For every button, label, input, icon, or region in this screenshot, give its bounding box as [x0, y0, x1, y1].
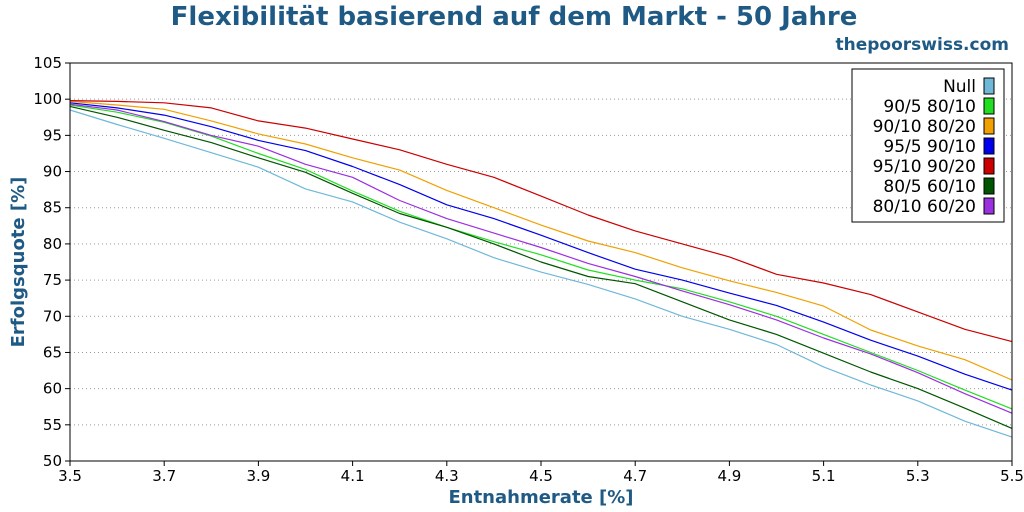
- series-line-6: [69, 105, 1013, 429]
- legend-label: 80/10 60/20: [873, 197, 976, 217]
- y-tick-label: 105: [33, 54, 62, 72]
- legend-label: 90/10 80/20: [873, 117, 976, 137]
- legend-swatch: [983, 157, 995, 175]
- series-line-5: [69, 100, 1013, 343]
- x-tick-label: 3.9: [246, 467, 270, 485]
- legend-label: 90/5 80/10: [883, 97, 976, 117]
- legend-swatch: [983, 117, 995, 135]
- y-tick-label: 95: [43, 126, 62, 144]
- y-axis-label: Erfolgsquote [%]: [8, 177, 29, 348]
- x-axis-label: Entnahmerate [%]: [448, 487, 633, 508]
- series-line-7: [69, 103, 1013, 414]
- x-tick-label: 4.5: [529, 467, 553, 485]
- y-axis: 50 55 60 65 70 75 80 85 90 95 100 105: [33, 54, 70, 470]
- series-line-2: [69, 104, 1013, 410]
- x-tick-label: 5.3: [906, 467, 930, 485]
- x-tick-label: 5.5: [1000, 467, 1024, 485]
- y-tick-label: 55: [43, 416, 62, 434]
- chart-source: thepoorswiss.com: [836, 35, 1010, 55]
- legend-swatch: [983, 137, 995, 155]
- x-tick-label: 4.3: [435, 467, 459, 485]
- legend-swatch: [983, 177, 995, 195]
- y-tick-label: 100: [33, 90, 62, 108]
- x-tick-label: 3.5: [58, 467, 82, 485]
- series-line-3: [69, 100, 1013, 381]
- series-line-4: [69, 102, 1013, 391]
- legend-swatch: [983, 97, 995, 115]
- x-tick-label: 5.1: [812, 467, 836, 485]
- plot-series: [69, 100, 1013, 438]
- y-tick-label: 70: [43, 307, 62, 325]
- legend-label: 95/5 90/10: [883, 137, 976, 157]
- y-tick-label: 75: [43, 271, 62, 289]
- legend-box: [851, 68, 1005, 223]
- legend-label: Null: [943, 77, 976, 97]
- x-tick-label: 4.1: [341, 467, 365, 485]
- y-tick-label: 60: [43, 380, 62, 398]
- y-tick-label: 80: [43, 235, 62, 253]
- y-tick-label: 50: [43, 452, 62, 470]
- y-tick-label: 65: [43, 343, 62, 361]
- legend-swatch: [983, 197, 995, 215]
- legend-label: 95/10 90/20: [873, 157, 976, 177]
- legend-label: 80/5 60/10: [883, 177, 976, 197]
- legend-swatch: [983, 77, 995, 95]
- series-line-1: [69, 109, 1013, 438]
- chart-title: Flexibilität basierend auf dem Markt - 5…: [171, 2, 858, 32]
- x-tick-label: 4.9: [717, 467, 741, 485]
- x-tick-label: 3.7: [152, 467, 176, 485]
- y-tick-label: 90: [43, 163, 62, 181]
- x-axis: 3.5 3.7 3.9 4.1 4.3 4.5 4.7 4.9 5.1 5.3 5.5: [58, 461, 1024, 485]
- y-tick-label: 85: [43, 199, 62, 217]
- x-tick-label: 4.7: [623, 467, 647, 485]
